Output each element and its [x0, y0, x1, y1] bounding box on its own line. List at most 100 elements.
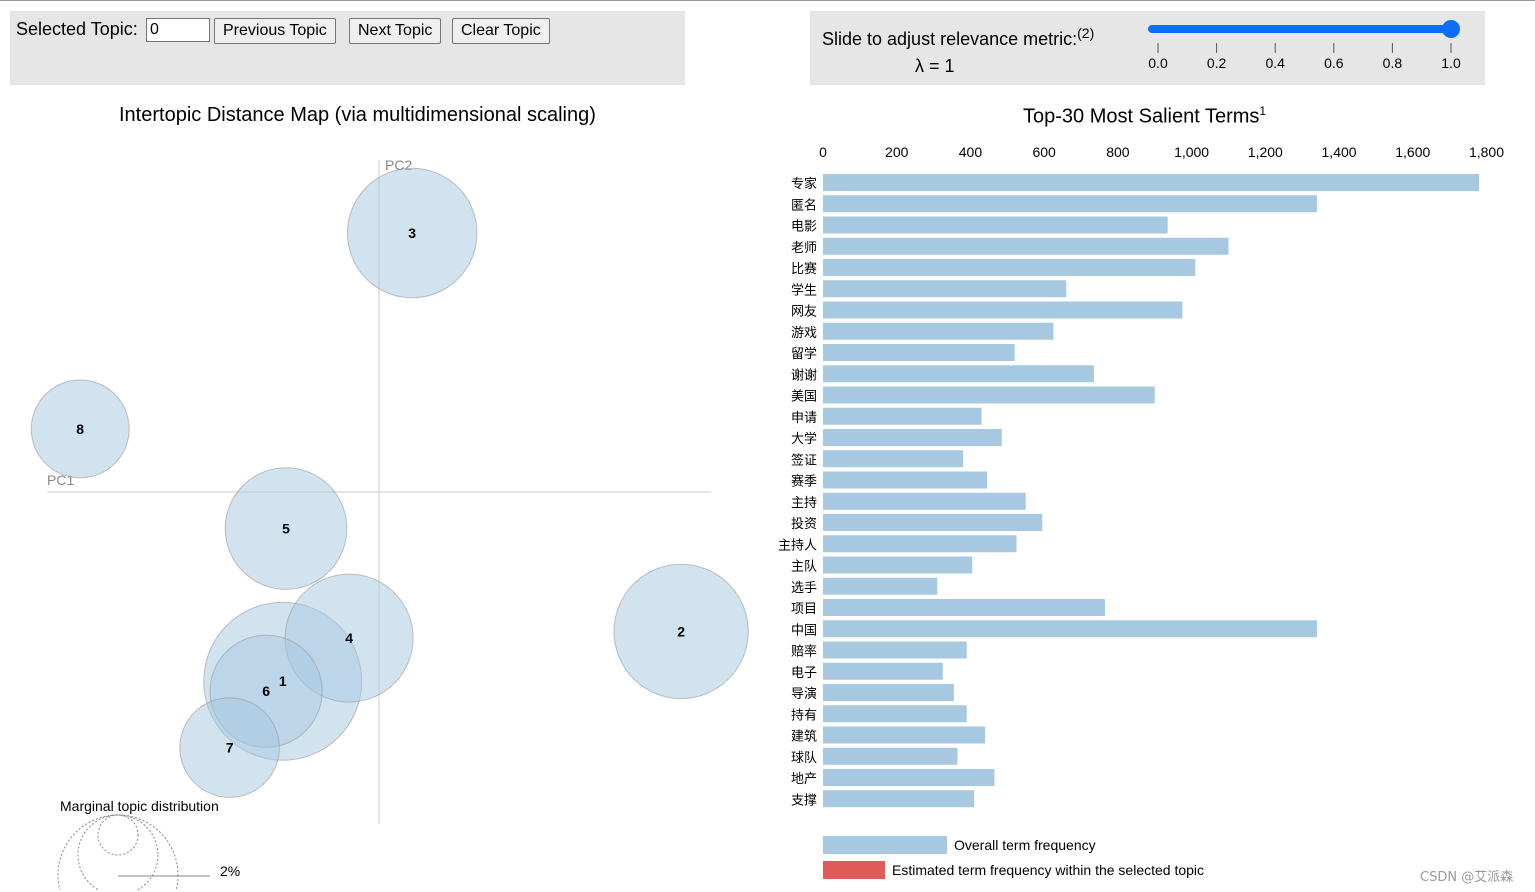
- x-tick-label: 1,000: [1174, 144, 1209, 160]
- term-bar[interactable]: [823, 237, 1229, 255]
- term-bar[interactable]: [823, 535, 1017, 553]
- slider-tick-label: 1.0: [1441, 55, 1461, 71]
- term-bar[interactable]: [823, 386, 1155, 404]
- term-label[interactable]: 地产: [791, 772, 817, 787]
- topic-bubbles: 1 2 3 4 5 6 7 8: [30, 167, 749, 798]
- term-bar[interactable]: [823, 174, 1480, 191]
- lambda-value: λ = 1: [915, 56, 955, 76]
- relevance-footnote: (2): [1077, 25, 1095, 41]
- x-tick-label: 800: [1106, 144, 1130, 160]
- term-label[interactable]: 赛季: [791, 474, 817, 490]
- term-bar[interactable]: [823, 407, 982, 425]
- term-bar[interactable]: [823, 450, 964, 468]
- next-topic-button[interactable]: Next Topic: [349, 18, 442, 44]
- term-bar[interactable]: [823, 365, 1094, 383]
- top-border: [0, 0, 1535, 1]
- term-label[interactable]: 签证: [791, 452, 817, 468]
- term-bar[interactable]: [823, 280, 1067, 298]
- term-label[interactable]: 项目: [791, 602, 817, 617]
- slider-tick-label: 0.2: [1207, 55, 1227, 71]
- term-label[interactable]: 主队: [791, 560, 817, 575]
- slider-thumb[interactable]: [1442, 20, 1460, 38]
- term-label[interactable]: 比赛: [791, 261, 817, 277]
- term-bar[interactable]: [823, 620, 1317, 638]
- term-label[interactable]: 学生: [791, 282, 817, 298]
- marginal-label: Marginal topic distribution: [60, 798, 219, 814]
- term-bar[interactable]: [823, 429, 1002, 446]
- x-tick-label: 1,600: [1395, 144, 1430, 160]
- term-bar[interactable]: [823, 492, 1026, 510]
- topic-label-6[interactable]: 6: [262, 683, 270, 699]
- term-bar[interactable]: [823, 322, 1054, 340]
- term-label[interactable]: 主持: [791, 496, 817, 511]
- term-label[interactable]: 选手: [791, 581, 817, 596]
- watermark: CSDN @艾派森: [1420, 870, 1514, 885]
- clear-topic-button[interactable]: Clear Topic: [452, 18, 550, 44]
- bar-chart-title-text: Top-30 Most Salient Terms: [1023, 105, 1260, 128]
- topic-label-4[interactable]: 4: [345, 630, 353, 646]
- term-label[interactable]: 专家: [791, 176, 817, 192]
- topic-label-7[interactable]: 7: [226, 740, 234, 756]
- topic-label-3[interactable]: 3: [408, 225, 416, 241]
- term-label[interactable]: 赔率: [791, 644, 817, 660]
- term-label[interactable]: 持有: [791, 708, 817, 723]
- selected-topic-input[interactable]: [146, 18, 210, 42]
- term-bar[interactable]: [823, 259, 1196, 276]
- term-label[interactable]: 申请: [791, 411, 817, 426]
- term-bar[interactable]: [823, 216, 1168, 234]
- term-bar[interactable]: [823, 556, 973, 574]
- term-label[interactable]: 老师: [791, 241, 817, 256]
- slider-tick-label: 0.4: [1265, 55, 1285, 71]
- term-bar[interactable]: [823, 705, 967, 723]
- topic-bubble-8[interactable]: [30, 379, 130, 479]
- term-bar[interactable]: [823, 577, 938, 595]
- slider-tick-label: 0.0: [1148, 55, 1168, 71]
- topic-label-5[interactable]: 5: [282, 521, 290, 537]
- term-bar[interactable]: [823, 599, 1105, 616]
- x-tick-label: 1,400: [1322, 144, 1357, 160]
- x-tick-label: 400: [959, 144, 983, 160]
- term-label[interactable]: 美国: [791, 390, 817, 405]
- term-label[interactable]: 主持人: [778, 538, 817, 553]
- topic-bubble-2[interactable]: [613, 563, 749, 700]
- term-bar[interactable]: [823, 790, 975, 808]
- slider-track[interactable]: [1148, 25, 1452, 33]
- term-label[interactable]: 投资: [791, 516, 817, 532]
- term-label[interactable]: 匿名: [791, 197, 817, 213]
- term-bar[interactable]: [823, 769, 995, 786]
- term-bar[interactable]: [823, 301, 1183, 319]
- term-label[interactable]: 电影: [791, 220, 817, 235]
- topic-label-1[interactable]: 1: [279, 673, 287, 689]
- term-label[interactable]: 球队: [791, 751, 817, 766]
- topic-label-8[interactable]: 8: [76, 421, 84, 437]
- relevance-slider[interactable]: 0.0 0.2 0.4 0.6 0.8 1.0: [1140, 11, 1485, 85]
- term-label[interactable]: 中国: [791, 623, 817, 638]
- previous-topic-button[interactable]: Previous Topic: [214, 18, 336, 44]
- x-tick-label: 200: [885, 144, 909, 160]
- term-label[interactable]: 大学: [791, 431, 817, 447]
- term-bar[interactable]: [823, 747, 958, 765]
- term-bar[interactable]: [823, 684, 954, 701]
- term-label[interactable]: 游戏: [791, 326, 817, 341]
- topic-bubble-3[interactable]: [346, 167, 478, 299]
- term-label[interactable]: 导演: [791, 686, 817, 702]
- x-tick-label: 1,200: [1248, 144, 1283, 160]
- topic-bubble-5[interactable]: [224, 467, 348, 590]
- term-label[interactable]: 网友: [791, 304, 817, 320]
- term-label[interactable]: 留学: [791, 346, 817, 362]
- topic-label-2[interactable]: 2: [677, 623, 685, 639]
- term-bar[interactable]: [823, 726, 986, 744]
- term-label[interactable]: 建筑: [791, 729, 817, 745]
- term-bar[interactable]: [823, 195, 1317, 213]
- selected-topic-label: Selected Topic:: [16, 19, 138, 39]
- term-bar[interactable]: [823, 344, 1015, 361]
- term-label[interactable]: 电子: [791, 666, 817, 681]
- term-bar[interactable]: [823, 471, 988, 489]
- term-label[interactable]: 支撑: [791, 793, 817, 808]
- term-bar[interactable]: [823, 641, 967, 659]
- marginal-pct-label: 2%: [220, 863, 240, 879]
- topic-bubble-7[interactable]: [179, 697, 280, 798]
- term-label[interactable]: 谢谢: [791, 367, 817, 383]
- term-bar[interactable]: [823, 514, 1043, 531]
- term-bar[interactable]: [823, 662, 943, 680]
